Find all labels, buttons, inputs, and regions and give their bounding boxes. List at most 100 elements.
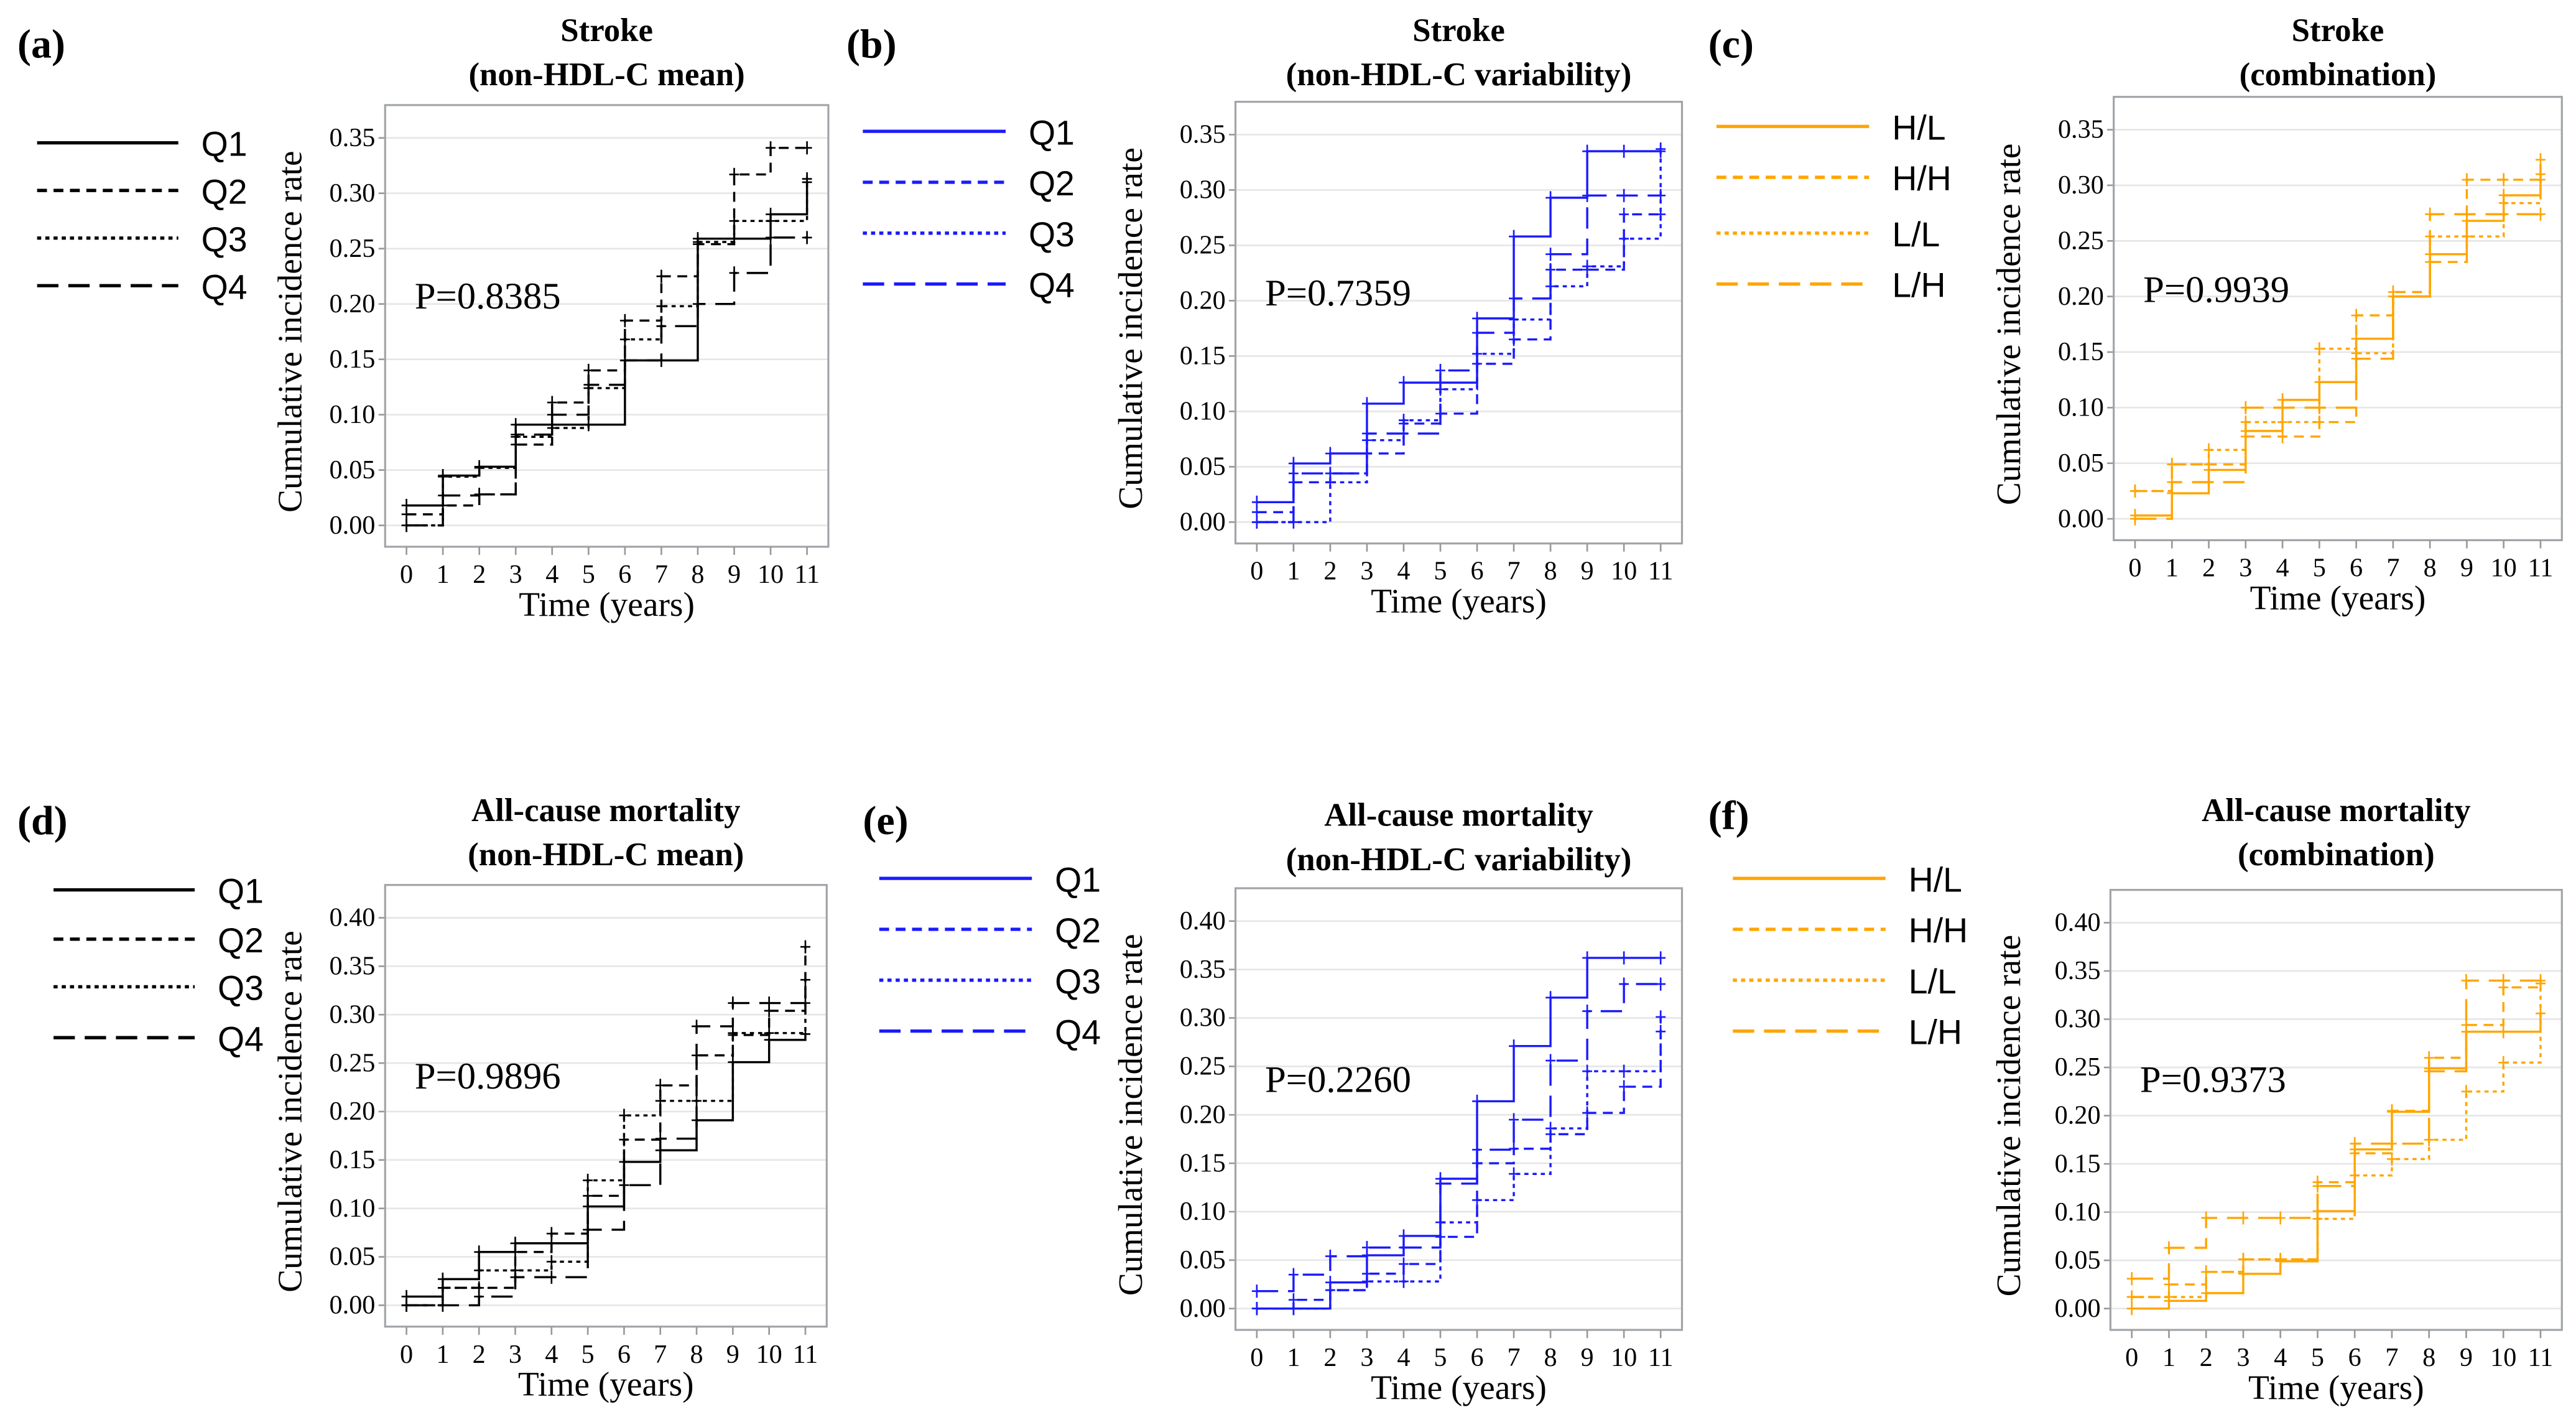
censor-mark	[2387, 1104, 2397, 1118]
x-tick-label: 4	[2276, 553, 2289, 582]
x-tick-label: 4	[1397, 1343, 1410, 1372]
censor-mark	[2201, 1211, 2212, 1225]
chart-title: All-cause mortality	[2202, 792, 2470, 829]
x-tick-label: 9	[728, 560, 741, 589]
y-tick-label: 0.15	[2058, 337, 2104, 366]
x-tick-label: 3	[2236, 1343, 2249, 1372]
y-tick-label: 0.05	[1180, 452, 1226, 481]
censor-mark	[437, 1281, 448, 1294]
chart-title: Stroke	[2292, 12, 2384, 49]
censor-mark	[800, 973, 810, 987]
x-tick-label: 9	[726, 1340, 739, 1369]
censor-mark	[2277, 401, 2288, 414]
x-tick-label: 9	[1581, 557, 1594, 586]
censor-mark	[438, 470, 448, 483]
censor-mark	[2277, 430, 2288, 444]
censor-mark	[2167, 457, 2177, 471]
km-step-line	[1256, 150, 1661, 504]
x-tick-label: 5	[581, 1340, 595, 1369]
censor-mark	[1619, 208, 1629, 221]
censor-mark	[1399, 1229, 1409, 1243]
censor-mark	[2425, 207, 2435, 221]
y-tick-label: 0.10	[2055, 1197, 2101, 1227]
censor-mark	[1325, 447, 1335, 460]
censor-mark	[802, 141, 812, 155]
y-tick-label: 0.25	[330, 234, 376, 263]
legend-label: Q3	[1055, 962, 1101, 1001]
censor-mark	[1288, 1302, 1299, 1316]
legend-label: H/H	[1909, 911, 1968, 950]
censor-mark	[474, 461, 484, 475]
y-tick-label: 0.20	[2055, 1101, 2101, 1130]
x-tick-label: 4	[1397, 557, 1410, 586]
censor-mark	[2277, 416, 2288, 429]
x-tick-label: 10	[2491, 553, 2517, 582]
y-tick-label: 0.20	[2058, 282, 2104, 311]
censor-mark	[1619, 1064, 1629, 1078]
series-q3	[1251, 1024, 1666, 1316]
km-step-line	[2134, 213, 2541, 520]
legend-label: H/L	[1909, 860, 1962, 899]
x-tick-label: 2	[2200, 1343, 2213, 1372]
censor-mark	[1399, 414, 1409, 427]
panel-e: (e) All-cause mortality (non-HDL-C variabi…	[863, 797, 1684, 1406]
chart-subtitle: (non-HDL-C variability)	[1286, 842, 1632, 878]
legend-label: Q2	[1029, 164, 1075, 203]
y-tick-label: 0.00	[330, 511, 376, 540]
censor-mark	[2462, 207, 2472, 221]
censor-mark	[2130, 484, 2140, 498]
series-q4	[401, 996, 810, 1312]
legend-label: H/H	[1892, 159, 1951, 198]
x-tick-label: 8	[1544, 1343, 1557, 1372]
plot-frame	[2113, 96, 2563, 541]
x-tick-label: 11	[2528, 1343, 2554, 1372]
km-step-line	[1256, 957, 1661, 1310]
censor-mark	[1619, 144, 1629, 158]
x-tick-label: 1	[437, 560, 450, 589]
panel-label: (f)	[1708, 793, 1749, 838]
x-tick-label: 2	[1323, 1343, 1337, 1372]
series-q4	[1251, 977, 1666, 1298]
km-step-line	[1256, 1031, 1662, 1310]
y-tick-label: 0.10	[330, 400, 376, 429]
censor-mark	[1509, 1167, 1519, 1181]
chart-subtitle: (non-HDL-C mean)	[468, 837, 744, 873]
censor-mark	[619, 1178, 629, 1192]
panel-label: (c)	[1708, 21, 1754, 67]
censor-mark	[1656, 142, 1666, 156]
censor-mark	[2498, 207, 2509, 221]
legend-label: Q1	[1055, 860, 1101, 899]
series-l-l	[2126, 977, 2546, 1304]
x-tick-label: 11	[793, 1340, 818, 1369]
censor-mark	[2536, 173, 2546, 187]
y-tick-label: 0.35	[1180, 120, 1226, 149]
censor-mark	[474, 1289, 484, 1303]
legend-label: L/L	[1892, 215, 1940, 254]
censor-mark	[1325, 1250, 1335, 1263]
censor-mark	[546, 1227, 557, 1240]
censor-mark	[2462, 173, 2472, 187]
y-axis-label: Cumulative incidence rate	[271, 931, 309, 1293]
censor-mark	[693, 235, 703, 249]
censor-mark	[474, 1263, 484, 1277]
censor-mark	[2164, 1278, 2174, 1291]
km-step-line	[406, 182, 808, 507]
y-tick-label: 0.30	[330, 1000, 376, 1029]
series-q2	[401, 141, 812, 521]
x-tick-label: 5	[1434, 1343, 1447, 1372]
x-tick-label: 7	[655, 560, 668, 589]
chart-title: Stroke	[560, 12, 653, 49]
censor-mark	[2350, 1136, 2360, 1151]
y-tick-label: 0.35	[330, 952, 376, 981]
censor-mark	[693, 297, 703, 311]
x-tick-label: 3	[509, 560, 522, 589]
series-q3	[401, 172, 812, 532]
series-q3	[401, 973, 810, 1312]
y-tick-label: 0.05	[2058, 448, 2104, 478]
chart-title: Stroke	[1412, 12, 1505, 49]
x-tick-label: 4	[2274, 1343, 2287, 1372]
y-tick-label: 0.25	[2055, 1052, 2101, 1082]
censor-mark	[1545, 191, 1556, 205]
x-tick-label: 0	[1250, 557, 1263, 586]
censor-mark	[1399, 1241, 1409, 1255]
